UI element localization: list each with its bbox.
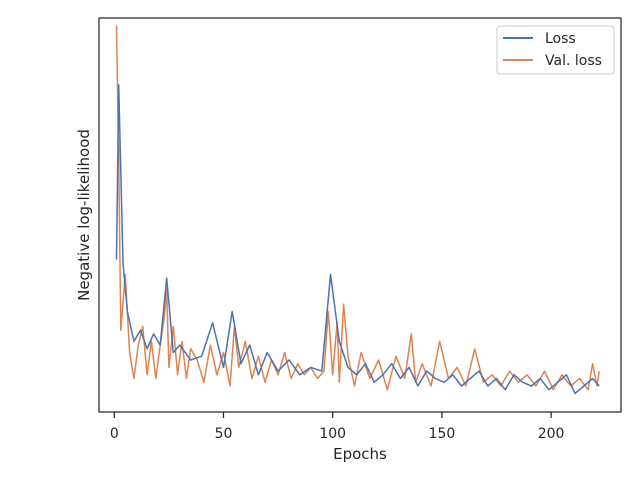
y-axis-label: Negative log-likelihood <box>75 129 93 301</box>
x-axis: 0 50 100 150 200 <box>110 412 565 442</box>
x-axis-label: Epochs <box>333 445 387 463</box>
plot-area-background <box>99 18 621 412</box>
x-tick-label: 150 <box>429 426 456 442</box>
legend-label-val-loss: Val. loss <box>545 53 602 69</box>
x-tick-label: 200 <box>538 426 565 442</box>
x-tick-label: 100 <box>319 426 346 442</box>
series-layer <box>115 25 600 395</box>
series-line-loss <box>115 84 600 395</box>
legend: Loss Val. loss <box>496 25 615 75</box>
series-line-val-loss <box>115 25 600 391</box>
plot-frame <box>98 17 622 413</box>
legend-label-loss: Loss <box>545 31 576 47</box>
x-tick-label: 50 <box>215 426 233 442</box>
x-tick-label: 0 <box>110 426 119 442</box>
